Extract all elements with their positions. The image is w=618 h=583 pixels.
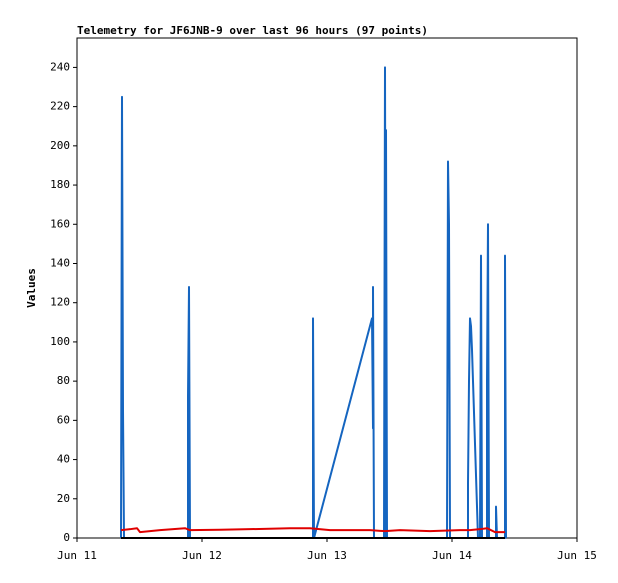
y-tick-label: 80 xyxy=(57,374,70,387)
y-tick-label: 120 xyxy=(50,296,70,309)
y-tick-label: 0 xyxy=(63,531,70,544)
x-tick-label: Jun 11 xyxy=(57,549,97,562)
chart-title: Telemetry for JF6JNB-9 over last 96 hour… xyxy=(77,24,428,37)
y-tick-label: 240 xyxy=(50,60,70,73)
series-line xyxy=(120,527,505,534)
x-tick-label: Jun 15 xyxy=(557,549,597,562)
y-tick-label: 200 xyxy=(50,139,70,152)
x-tick-label: Jun 13 xyxy=(307,549,347,562)
y-tick-label: 100 xyxy=(50,335,70,348)
y-tick-label: 40 xyxy=(57,453,70,466)
x-tick-label: Jun 14 xyxy=(432,549,472,562)
x-tick-label: Jun 12 xyxy=(182,549,222,562)
y-axis-label: Values xyxy=(25,268,38,308)
y-tick-label: 60 xyxy=(57,413,70,426)
y-tick-label: 160 xyxy=(50,217,70,230)
y-tick-label: 20 xyxy=(57,492,70,505)
y-tick-label: 180 xyxy=(50,178,70,191)
y-tick-label: 220 xyxy=(50,100,70,113)
y-tick-label: 140 xyxy=(50,256,70,269)
